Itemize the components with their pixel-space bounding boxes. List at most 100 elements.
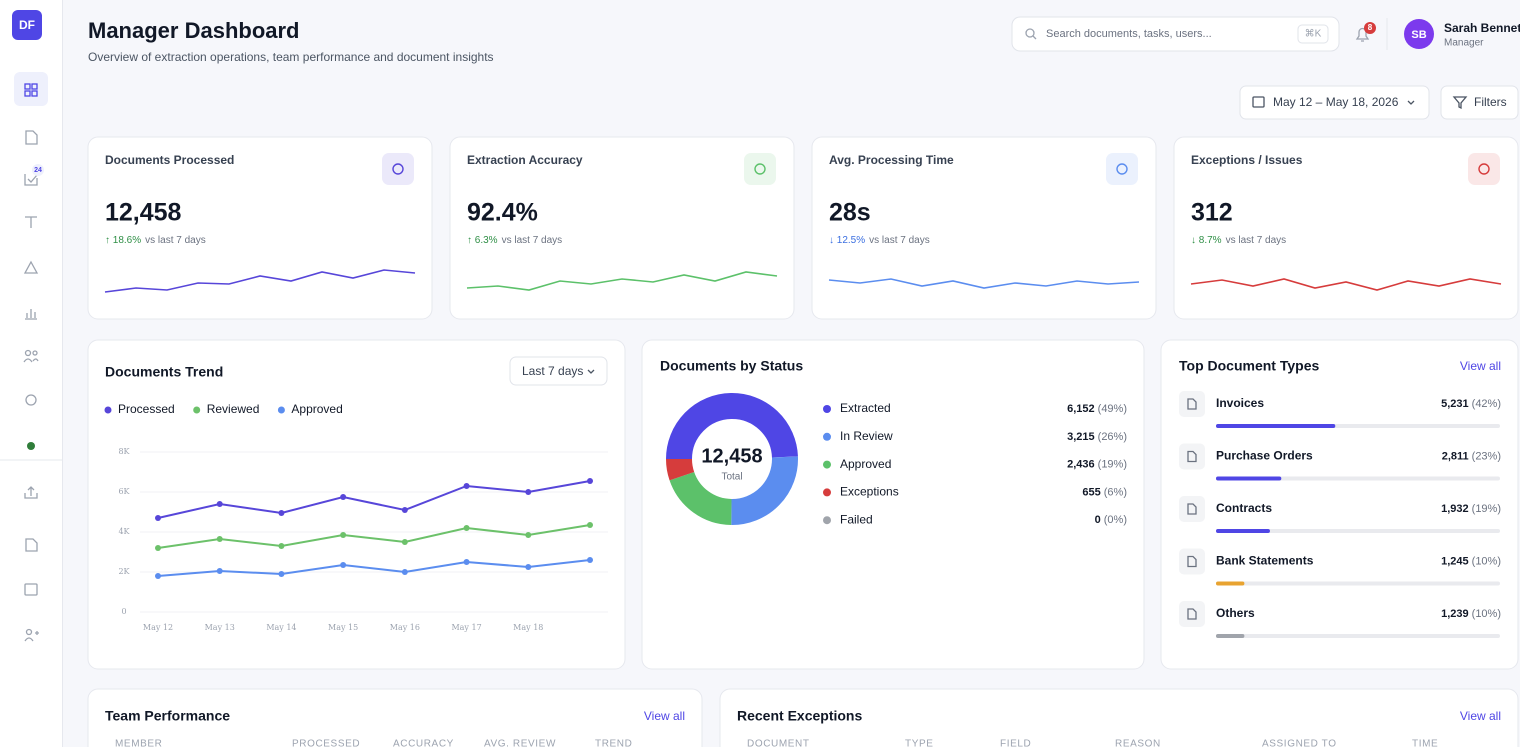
value: 3,215 <box>1067 431 1095 443</box>
search-placeholder: Search documents, tasks, users... <box>1046 28 1212 40</box>
nav-documents[interactable] <box>25 130 38 145</box>
type-icon-box <box>1179 391 1205 417</box>
logo[interactable] <box>12 10 42 40</box>
search-icon <box>1025 28 1037 40</box>
y-tick-label: 2K <box>118 567 130 576</box>
x-tick-label: May 13 <box>205 623 235 632</box>
legend-label: Extracted <box>840 401 891 415</box>
kpi-sparkline <box>1190 278 1502 291</box>
shortcut: ⌘K <box>1305 29 1322 40</box>
x-tick-label: May 17 <box>451 623 481 632</box>
series-line <box>157 480 591 519</box>
nav-upload[interactable] <box>24 486 38 499</box>
kpi-icon-box <box>744 153 776 185</box>
nav-exceptions[interactable] <box>23 260 39 274</box>
legend-value: 655 (6%) <box>1082 486 1127 498</box>
kpi-sparkline <box>828 278 1140 289</box>
value: 5,231 <box>1441 398 1469 410</box>
types-title: Top Document Types <box>1179 358 1319 374</box>
search-box[interactable] <box>1011 16 1340 52</box>
type-icon-box <box>1179 548 1205 575</box>
kpi-change: ↓ 8.7% vs last 7 days <box>1191 235 1286 246</box>
filters-button[interactable] <box>1440 85 1519 120</box>
data-point <box>587 522 593 528</box>
nav-dashboard[interactable] <box>24 83 38 97</box>
nav-add-user[interactable] <box>24 628 39 642</box>
kpi-value: 312 <box>1191 199 1233 227</box>
kpi-icon-box <box>1468 153 1500 185</box>
kpi-icon <box>1116 163 1128 175</box>
exceptions-title: Recent Exceptions <box>737 708 862 724</box>
data-point <box>463 559 470 565</box>
filters-label: Filters <box>1474 95 1507 109</box>
bar <box>1216 529 1270 533</box>
legend-label: In Review <box>840 429 893 443</box>
data-point <box>525 489 532 495</box>
type-value: 5,231 (42%) <box>1441 398 1501 410</box>
nav-calendar[interactable] <box>24 583 38 596</box>
kpi-card <box>1173 136 1519 320</box>
notification-count: 8 <box>1368 23 1373 32</box>
type-icon-box <box>1179 496 1205 522</box>
team-title: Team Performance <box>105 708 230 724</box>
kpi-change: ↓ 12.5% vs last 7 days <box>829 235 930 246</box>
trend-title: Documents Trend <box>105 364 223 380</box>
date-picker[interactable] <box>1239 85 1430 120</box>
type-value: 1,932 (19%) <box>1441 503 1501 515</box>
bar-track <box>1216 476 1500 481</box>
kpi-value: 28s <box>829 199 871 227</box>
data-point <box>278 510 285 516</box>
type-value: 1,239 (10%) <box>1441 608 1501 620</box>
y-tick-label: 4K <box>118 527 130 536</box>
column-header: MEMBER <box>115 739 163 747</box>
type-value: 2,811 (23%) <box>1442 450 1501 462</box>
kpi-label: Documents Processed <box>105 153 234 167</box>
legend-swatch <box>823 405 831 413</box>
kpi-icon <box>754 163 766 175</box>
types-card <box>1160 339 1519 670</box>
kpi-change-note: vs last 7 days <box>502 235 563 246</box>
team-link[interactable]: View all <box>644 709 685 723</box>
type-name: Purchase Orders <box>1216 449 1313 463</box>
value: 6,152 <box>1067 403 1095 415</box>
kpi-change-note: vs last 7 days <box>1226 235 1287 246</box>
nav-active[interactable] <box>14 72 48 106</box>
kpi-change: ↑ 6.3% vs last 7 days <box>467 235 562 246</box>
nav-team[interactable] <box>23 349 39 363</box>
type-icon-box <box>1179 601 1205 627</box>
x-tick-label: May 18 <box>513 623 543 632</box>
range-dropdown[interactable] <box>509 356 608 386</box>
data-point <box>587 557 593 563</box>
range-label: Last 7 days <box>522 364 583 378</box>
types-link[interactable]: View all <box>1460 359 1501 373</box>
percent: (10%) <box>1472 555 1501 567</box>
nav-analytics[interactable] <box>25 309 37 320</box>
exceptions-link[interactable]: View all <box>1460 709 1501 723</box>
nav-templates[interactable] <box>25 216 37 228</box>
type-icon <box>1187 608 1197 620</box>
percent: (23%) <box>1472 450 1501 462</box>
legend-value: 3,215 (26%) <box>1067 431 1127 443</box>
series-line <box>157 524 591 549</box>
data-point <box>401 539 408 545</box>
bell[interactable] <box>1355 27 1370 42</box>
column-header: PROCESSED <box>292 739 360 747</box>
donut-total-label: Total <box>721 472 742 483</box>
date-range: May 12 – May 18, 2026 <box>1273 95 1399 109</box>
user-role: Manager <box>1444 38 1484 49</box>
legend-swatch <box>823 516 831 525</box>
type-icon <box>1187 555 1197 568</box>
x-tick-label: May 12 <box>143 623 173 632</box>
nav-reports[interactable] <box>25 538 38 552</box>
value: 655 <box>1082 486 1100 498</box>
nav-settings[interactable] <box>25 394 37 406</box>
value: 2,811 <box>1442 450 1469 462</box>
x-tick-label: May 14 <box>266 623 296 632</box>
calendar-icon <box>1252 96 1265 108</box>
type-icon <box>1187 503 1197 515</box>
avatar[interactable] <box>1404 19 1434 49</box>
percent: (6%) <box>1104 486 1127 498</box>
legend-label: Failed <box>840 512 873 526</box>
nav-tasks[interactable] <box>24 174 38 186</box>
kpi-change-value: ↑ 18.6% <box>105 235 141 246</box>
